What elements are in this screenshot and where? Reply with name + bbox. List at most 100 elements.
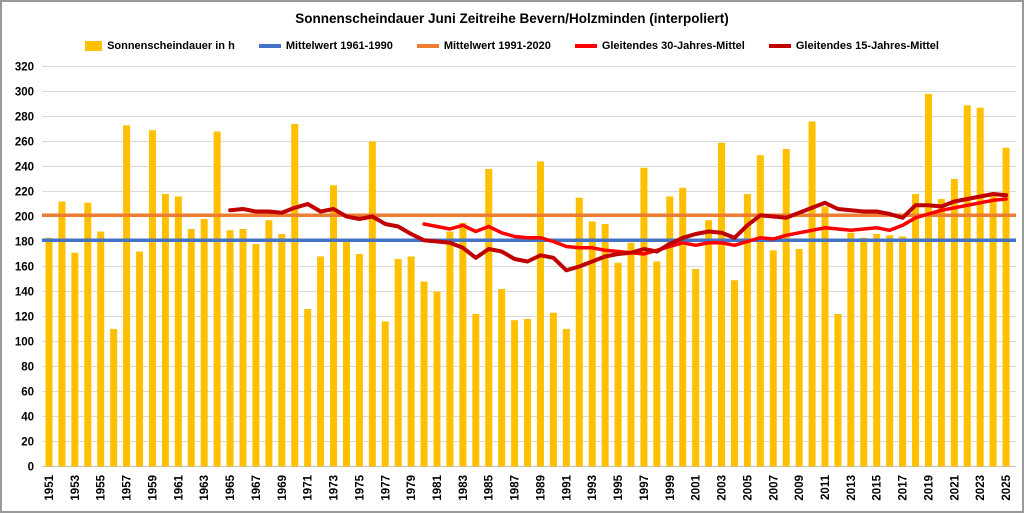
legend-swatch-moving-15yr-icon xyxy=(768,44,791,48)
bar-1970 xyxy=(291,124,299,467)
bar-1991 xyxy=(562,329,570,467)
bar-2016 xyxy=(886,235,894,467)
x-label-1973: 1973 xyxy=(329,475,341,501)
bar-1967 xyxy=(252,244,260,467)
bar-1960 xyxy=(161,194,169,467)
bar-1957 xyxy=(123,125,131,467)
legend-swatch-mean-1961-1990-icon xyxy=(258,44,281,48)
bar-1980 xyxy=(420,281,428,467)
y-tick-240: 240 xyxy=(15,162,34,174)
y-tick-200: 200 xyxy=(15,212,34,224)
x-label-2023: 2023 xyxy=(975,475,987,501)
bar-1961 xyxy=(174,196,182,467)
bar-1973 xyxy=(330,185,338,467)
bar-1995 xyxy=(614,262,622,467)
y-tick-100: 100 xyxy=(15,337,34,349)
y-tick-0: 0 xyxy=(28,462,34,474)
y-tick-180: 180 xyxy=(15,237,34,249)
bar-1958 xyxy=(136,251,144,467)
bar-2019 xyxy=(924,94,932,467)
y-tick-320: 320 xyxy=(15,62,34,74)
bar-2003 xyxy=(718,142,726,467)
bar-1968 xyxy=(265,220,273,467)
bar-1956 xyxy=(110,329,118,467)
x-label-1979: 1979 xyxy=(406,475,418,501)
bar-1975 xyxy=(355,254,363,467)
bar-1953 xyxy=(71,252,79,467)
x-label-1953: 1953 xyxy=(70,475,82,501)
bar-2012 xyxy=(834,314,842,467)
bar-2004 xyxy=(730,280,738,467)
bar-1983 xyxy=(459,222,467,467)
bar-1990 xyxy=(549,312,557,467)
x-label-1989: 1989 xyxy=(535,475,547,501)
bar-2025 xyxy=(1002,147,1010,467)
x-label-2007: 2007 xyxy=(768,475,780,501)
bar-1979 xyxy=(407,256,415,467)
bar-1985 xyxy=(485,169,493,467)
bar-2005 xyxy=(743,194,751,467)
bar-2008 xyxy=(782,149,790,467)
bar-1964 xyxy=(213,131,221,467)
y-tick-140: 140 xyxy=(15,287,34,299)
x-label-2003: 2003 xyxy=(717,475,729,501)
y-tick-80: 80 xyxy=(21,362,34,374)
bar-1989 xyxy=(536,161,544,467)
bar-2000 xyxy=(679,187,687,467)
legend-swatch-sunshine-icon xyxy=(85,41,103,51)
y-tick-260: 260 xyxy=(15,137,34,149)
bar-2001 xyxy=(692,269,700,467)
x-label-1967: 1967 xyxy=(251,475,263,501)
y-tick-120: 120 xyxy=(15,312,34,324)
x-label-1975: 1975 xyxy=(354,474,366,500)
legend-label-sunshine: Sonnenscheindauer in h xyxy=(107,40,235,52)
x-label-1965: 1965 xyxy=(225,474,237,500)
legend-label-mean-1991-2020: Mittelwert 1991-2020 xyxy=(443,40,551,52)
bar-1974 xyxy=(342,240,350,467)
bar-1959 xyxy=(148,130,156,467)
x-label-1959: 1959 xyxy=(147,475,159,501)
bar-1994 xyxy=(601,224,609,467)
y-tick-40: 40 xyxy=(21,412,34,424)
x-label-1963: 1963 xyxy=(199,475,211,501)
legend-item-moving-15yr: Gleitendes 15-Jahres-Mittel xyxy=(768,40,939,52)
bar-1976 xyxy=(368,141,376,467)
legend-label-moving-30yr: Gleitendes 30-Jahres-Mittel xyxy=(601,40,745,52)
x-label-1981: 1981 xyxy=(432,474,444,500)
bar-1997 xyxy=(640,167,648,467)
legend-item-mean-1991-2020: Mittelwert 1991-2020 xyxy=(416,40,551,52)
bar-2009 xyxy=(795,249,803,467)
y-tick-20: 20 xyxy=(21,437,34,449)
x-label-2015: 2015 xyxy=(872,474,884,500)
bar-1969 xyxy=(278,234,286,467)
y-tick-160: 160 xyxy=(15,262,34,274)
x-label-1991: 1991 xyxy=(561,474,573,500)
bar-2014 xyxy=(860,237,868,467)
x-label-1985: 1985 xyxy=(484,474,496,500)
x-label-1971: 1971 xyxy=(303,474,315,500)
y-tick-300: 300 xyxy=(15,87,34,99)
x-label-1969: 1969 xyxy=(277,475,289,501)
bar-1971 xyxy=(304,309,312,467)
bar-2006 xyxy=(756,155,764,467)
legend-item-sunshine: Sonnenscheindauer in h xyxy=(85,40,235,52)
bar-2002 xyxy=(705,220,713,467)
bar-1955 xyxy=(97,231,105,467)
x-label-1951: 1951 xyxy=(44,474,56,500)
x-label-2021: 2021 xyxy=(949,474,961,500)
x-label-1997: 1997 xyxy=(639,475,651,501)
bar-1984 xyxy=(472,314,480,467)
bar-2015 xyxy=(873,234,881,467)
bar-1987 xyxy=(511,320,519,467)
legend-swatch-moving-30yr-icon xyxy=(574,44,597,48)
x-label-1983: 1983 xyxy=(458,475,470,501)
bar-1954 xyxy=(84,202,92,467)
bar-2023 xyxy=(976,107,984,467)
bar-2011 xyxy=(821,206,829,467)
y-tick-60: 60 xyxy=(21,387,34,399)
moving-avg-15yr-line xyxy=(228,192,1009,273)
x-label-2005: 2005 xyxy=(742,474,754,500)
x-label-2025: 2025 xyxy=(1001,474,1013,500)
